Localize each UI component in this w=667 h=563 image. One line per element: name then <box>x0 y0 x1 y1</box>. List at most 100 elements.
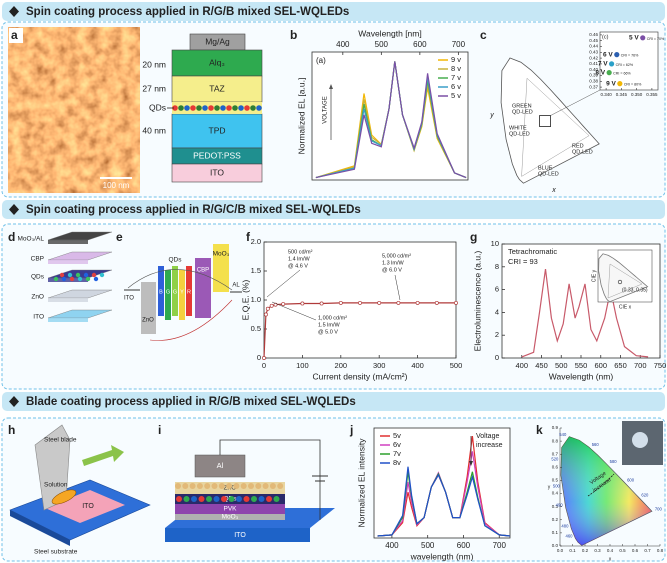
quantum-dot <box>191 496 197 502</box>
chart-tag: (a) <box>316 56 326 65</box>
y-tick-label: 0.43 <box>589 49 598 54</box>
quantum-dot <box>69 276 75 282</box>
annotation: Voltage <box>476 433 499 440</box>
layer-label: TAZ <box>209 83 224 93</box>
annotation: 1.3 lm/W <box>382 260 405 266</box>
diamond <box>9 6 19 17</box>
y-tick-label: 0.0 <box>552 543 559 548</box>
device-layer <box>175 514 285 520</box>
wavelength-label: 620 <box>641 492 649 497</box>
x-tick-label: 200 <box>335 361 348 370</box>
quantum-dot <box>232 105 238 111</box>
emitter-label: G <box>173 289 177 295</box>
y-tick-label: 0.38 <box>589 78 598 83</box>
zoom-line <box>550 89 601 116</box>
x-tick-label: 500 <box>450 361 463 370</box>
series-line <box>377 466 511 537</box>
x-tick-label: 0.4 <box>607 548 614 553</box>
wavelength-label: 700 <box>655 506 663 511</box>
section-header <box>2 2 665 21</box>
section-title: Blade coating process applied in R/G/B m… <box>26 396 356 408</box>
point-label: 9 V <box>606 80 616 87</box>
y-tick-label: 2.0 <box>251 237 261 246</box>
wavelength-label: 540 <box>559 432 567 437</box>
zno-particle <box>175 483 181 489</box>
x-tick-label: 0.340 <box>600 92 612 97</box>
x-tick-label: 0.355 <box>646 92 658 97</box>
y-tick-label: 0.4 <box>552 491 559 496</box>
x-axis-label: wavelength (nm) <box>410 551 474 561</box>
zno-particle <box>196 483 203 489</box>
zno-particle <box>218 483 225 489</box>
trend-arrow <box>587 473 615 497</box>
emitter-band <box>186 266 192 316</box>
panel-letter: i <box>158 423 161 437</box>
emitter-band <box>172 266 178 316</box>
motion-arrow <box>82 445 124 466</box>
cie-locus <box>561 436 652 546</box>
annotation: CRI = 93 <box>508 257 538 266</box>
panel-letter: b <box>290 28 297 42</box>
quantum-dot <box>251 496 257 502</box>
annotation: VOLTAGE <box>323 96 329 123</box>
y-tick-label: 0.40 <box>589 67 598 72</box>
circuit <box>219 439 321 520</box>
x-tick-label: 500 <box>555 361 568 370</box>
quantum-dot <box>99 272 105 278</box>
series-line <box>315 61 467 179</box>
layer-label: TPD <box>209 125 226 135</box>
ito-front <box>165 528 310 542</box>
y-tick-label: 4 <box>495 307 499 316</box>
quantum-dot <box>213 496 220 502</box>
quantum-dot <box>59 272 65 278</box>
y-tick-label: 2 <box>495 330 499 339</box>
x-tick-label: 500 <box>375 40 389 49</box>
quantum-dot <box>184 105 190 111</box>
layer-label: MoO₃ <box>222 514 239 521</box>
x-tick-label: 400 <box>336 40 350 49</box>
wavelength-label: 600 <box>627 477 635 482</box>
device-layer <box>171 163 263 183</box>
diamond <box>9 396 19 407</box>
marker <box>319 301 324 306</box>
legend-label: 5v <box>393 431 401 440</box>
device-layer <box>175 504 285 514</box>
cie-label: BLUE <box>538 165 553 171</box>
annotation: @ 6.0 V <box>382 267 402 273</box>
zno-particle <box>277 483 284 489</box>
y-tick-label: 0 <box>495 353 499 362</box>
legend-label: 8v <box>393 458 401 467</box>
x-tick-label: 650 <box>614 361 627 370</box>
zno-particle <box>182 483 189 489</box>
y-tick-label: 0.42 <box>589 55 598 60</box>
layer-label: QDs <box>31 274 45 281</box>
quantum-dot <box>256 105 262 111</box>
emitter-band <box>158 266 164 316</box>
y-tick-label: 0.2 <box>552 517 559 522</box>
legend-label: 9 v <box>451 55 461 64</box>
section-title: Spin coating process applied in R/G/B mi… <box>26 6 349 18</box>
moo3-band <box>213 244 229 292</box>
x-axis-label: Wavelength [nm] <box>358 28 421 38</box>
x-tick-label: 0.8 <box>657 548 664 553</box>
x-axis-label: Current density (mA/cm²) <box>313 371 408 381</box>
legend-label: 8 v <box>451 64 461 73</box>
x-tick-label: 0.5 <box>619 548 626 553</box>
y-tick-label: 0.1 <box>552 530 559 535</box>
marker <box>262 356 266 360</box>
y-axis-label: Normalized EL [a.u.] <box>296 78 306 155</box>
level-label: CBP <box>197 268 209 274</box>
y-tick-label: 0.37 <box>589 84 598 89</box>
quantum-dot <box>83 272 89 278</box>
quantum-dot <box>196 105 202 111</box>
zno-particle <box>226 483 233 489</box>
y-tick-label: 6 <box>495 285 499 294</box>
wavelength-label: 580 <box>610 459 618 464</box>
legend-label: 7 v <box>451 73 461 82</box>
quantum-dot <box>67 272 73 278</box>
y-axis-label: Electroluminescence (a.u.) <box>472 251 482 352</box>
panel-letter: k <box>536 423 543 437</box>
zno-particle <box>211 483 218 489</box>
y-tick-label: 0.45 <box>589 38 598 43</box>
